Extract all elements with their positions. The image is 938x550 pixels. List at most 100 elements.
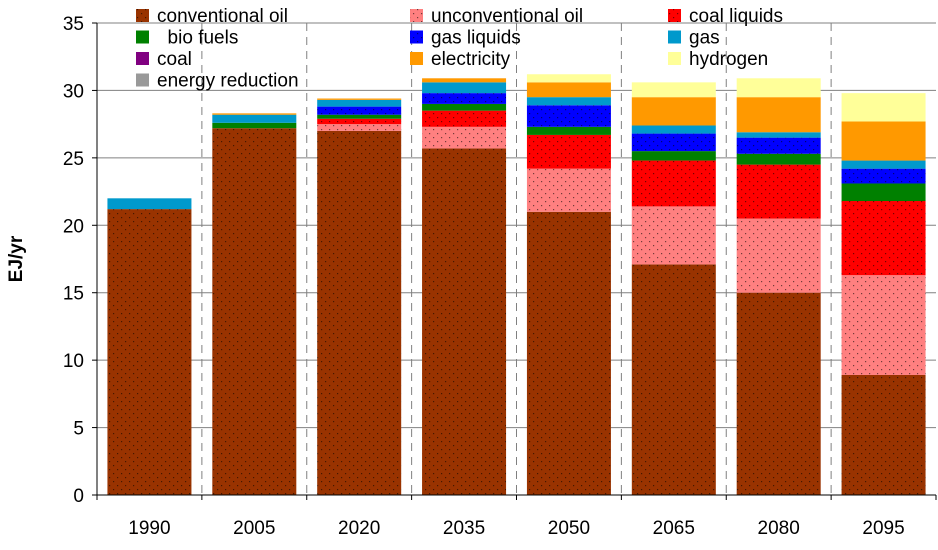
bar-segment xyxy=(422,103,507,111)
bar-segment xyxy=(317,118,402,125)
x-tick-label: 2005 xyxy=(233,518,275,539)
x-tick-label: 2095 xyxy=(862,518,904,539)
bar-segment xyxy=(422,93,507,104)
y-axis-label: EJ/yr xyxy=(6,235,27,282)
x-tick-label: 2035 xyxy=(443,518,485,539)
bar-stack-2095 xyxy=(841,93,926,495)
bar-segment xyxy=(736,292,821,495)
legend-swatch xyxy=(410,9,423,22)
bar-segment xyxy=(631,151,716,161)
legend-label: gas liquids xyxy=(431,28,521,49)
bar-stack-2020 xyxy=(317,98,402,495)
bar-segment xyxy=(526,97,611,106)
y-tick-label: 25 xyxy=(63,149,84,170)
bar-segment xyxy=(631,97,716,126)
bar-segment xyxy=(526,211,611,496)
bar-segment xyxy=(526,105,611,127)
legend-swatch xyxy=(668,9,681,22)
legend-swatch xyxy=(136,30,149,44)
x-tick-label: 2020 xyxy=(338,518,380,539)
legend-swatch xyxy=(410,52,423,65)
x-tick-label: 2080 xyxy=(758,518,800,539)
x-tick-label: 1990 xyxy=(128,518,170,539)
bar-segment xyxy=(841,160,926,169)
legend-item: gas xyxy=(668,28,720,49)
bar-segment xyxy=(736,97,821,133)
bar-segment xyxy=(841,183,926,202)
bar-segment xyxy=(317,130,402,495)
legend-item: hydrogen xyxy=(668,49,768,70)
y-tick-label: 20 xyxy=(63,216,84,237)
legend-swatch xyxy=(668,30,681,44)
y-tick-label: 0 xyxy=(73,486,84,507)
legend-label: unconventional oil xyxy=(431,6,583,27)
legend: conventional oil unconventional oil coal l… xyxy=(136,6,783,92)
bar-segment xyxy=(526,126,611,135)
legend-item: energy reduction xyxy=(136,71,299,92)
bar-segment xyxy=(736,153,821,165)
bar-segment xyxy=(841,275,926,375)
bar-segment xyxy=(422,78,507,83)
bars xyxy=(107,74,926,496)
bar-segment xyxy=(631,82,716,98)
bar-stack-1990 xyxy=(107,198,192,496)
bar-segment xyxy=(841,93,926,122)
legend-label: hydrogen xyxy=(689,49,768,70)
bar-segment xyxy=(422,148,507,495)
bar-segment xyxy=(526,134,611,169)
legend-label: bio fuels xyxy=(157,28,238,49)
y-tick-label: 30 xyxy=(63,81,84,102)
tick-labels: 0 5 10 15 20 25 30 35 1990 2005 2020 2035 2050 2065 20… xyxy=(63,14,905,539)
bar-stack-2005 xyxy=(212,113,297,495)
bar-segment xyxy=(841,168,926,184)
bar-segment xyxy=(212,113,297,115)
legend-item: bio fuels xyxy=(136,28,238,49)
x-tick-label: 2065 xyxy=(653,518,695,539)
legend-swatch xyxy=(136,9,149,22)
bar-segment xyxy=(526,168,611,212)
legend-swatch xyxy=(410,30,423,44)
legend-label: electricity xyxy=(431,49,511,70)
bar-stack-2035 xyxy=(422,78,507,495)
legend-label: energy reduction xyxy=(157,71,299,92)
bar-segment xyxy=(317,114,402,119)
legend-label: coal liquids xyxy=(689,6,783,27)
bar-segment xyxy=(212,122,297,129)
legend-item: coal xyxy=(136,49,192,70)
bar-segment xyxy=(736,132,821,138)
bar-segment xyxy=(631,160,716,207)
bar-segment xyxy=(317,106,402,115)
bar-segment xyxy=(317,124,402,131)
legend-item: conventional oil xyxy=(136,6,288,27)
x-tick-label: 2050 xyxy=(548,518,590,539)
bar-segment xyxy=(841,121,926,161)
legend-item: gas liquids xyxy=(410,28,521,49)
legend-item: coal liquids xyxy=(668,6,783,27)
bar-segment xyxy=(107,198,192,210)
legend-swatch xyxy=(136,52,149,65)
bar-segment xyxy=(841,374,926,495)
y-tick-label: 5 xyxy=(73,419,84,440)
bar-segment xyxy=(841,201,926,276)
bar-segment xyxy=(736,218,821,293)
bar-segment xyxy=(631,264,716,495)
bar-stack-2065 xyxy=(631,82,716,495)
bar-segment xyxy=(736,78,821,98)
bar-segment xyxy=(631,125,716,134)
bar-segment xyxy=(212,114,297,123)
legend-item: electricity xyxy=(410,49,511,70)
bar-segment xyxy=(736,137,821,154)
bar-segment xyxy=(422,110,507,127)
axes xyxy=(92,22,937,500)
y-tick-label: 15 xyxy=(63,284,84,305)
legend-swatch xyxy=(136,73,149,87)
bar-segment xyxy=(422,126,507,149)
bar-segment xyxy=(526,82,611,98)
bar-segment xyxy=(631,206,716,265)
bar-segment xyxy=(212,128,297,495)
legend-swatch xyxy=(668,52,681,65)
legend-label: coal xyxy=(157,49,192,70)
legend-item: unconventional oil xyxy=(410,6,583,27)
